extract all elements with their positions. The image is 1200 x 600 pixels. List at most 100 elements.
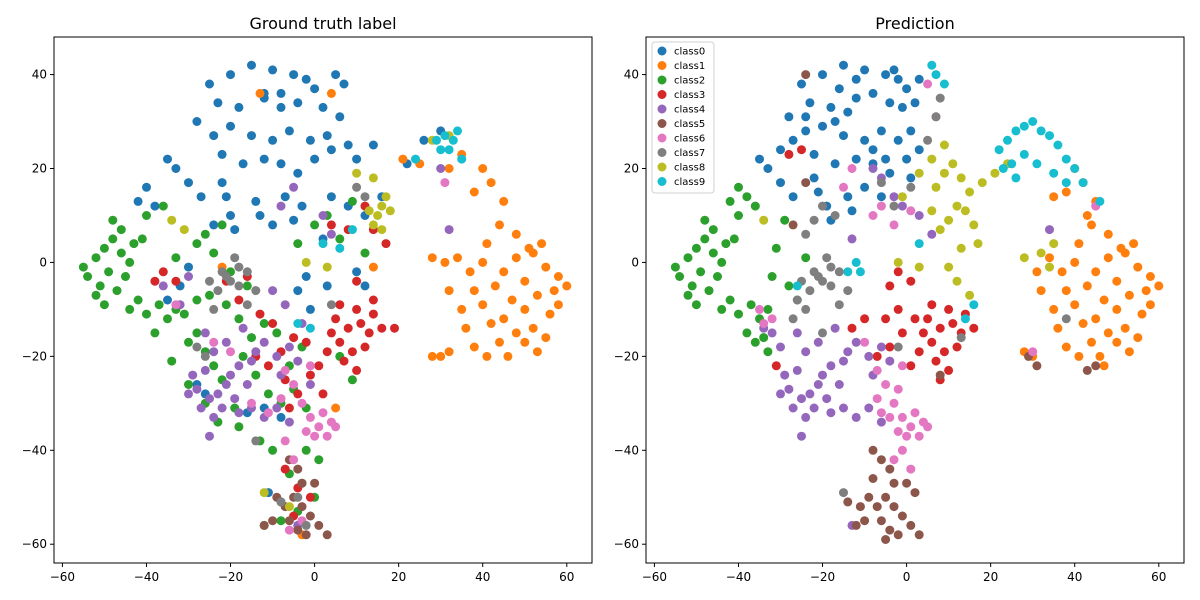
data-point [1045, 225, 1054, 235]
data-point [776, 342, 785, 352]
data-point [520, 337, 530, 347]
data-point [142, 211, 151, 220]
data-point [284, 417, 294, 427]
data-point [851, 257, 861, 267]
data-point [797, 79, 806, 89]
data-point [200, 365, 210, 375]
series-class1 [1019, 164, 1164, 371]
data-point [839, 403, 848, 413]
data-point [889, 455, 899, 465]
data-point [717, 304, 727, 314]
data-point [301, 272, 311, 281]
data-point [171, 300, 181, 310]
data-point [1112, 337, 1122, 347]
data-point [822, 394, 832, 404]
data-point [234, 281, 244, 291]
data-point [179, 309, 189, 319]
data-point [322, 262, 332, 272]
data-point [184, 337, 193, 347]
data-point [1137, 309, 1147, 319]
data-point [209, 220, 219, 230]
data-point [230, 253, 240, 263]
data-point [1099, 361, 1109, 371]
data-point [889, 398, 899, 408]
data-point [906, 276, 916, 286]
data-point [1078, 319, 1088, 328]
data-point [906, 520, 916, 530]
data-point [889, 478, 899, 488]
data-point [322, 530, 332, 540]
data-point [524, 243, 534, 253]
data-point [255, 88, 265, 98]
data-point [171, 164, 181, 173]
data-point [906, 206, 916, 216]
data-point [797, 145, 806, 155]
data-point [196, 403, 206, 413]
data-point [897, 445, 907, 455]
data-point [167, 215, 177, 225]
data-point [310, 478, 320, 488]
data-point [511, 328, 521, 338]
data-point [495, 220, 504, 230]
data-point [830, 159, 840, 169]
data-point [1028, 347, 1038, 357]
data-point [893, 74, 903, 84]
data-point [444, 225, 454, 235]
data-point [893, 135, 903, 145]
series-class5 [788, 70, 1101, 544]
data-point [499, 267, 509, 277]
data-point [234, 361, 244, 371]
data-point [268, 445, 278, 455]
data-point [368, 140, 378, 150]
data-point [301, 520, 311, 530]
data-point [314, 361, 324, 371]
data-point [767, 272, 777, 281]
plot-frame [645, 36, 1185, 564]
data-point [776, 389, 785, 399]
data-point [784, 112, 794, 122]
data-point [1078, 178, 1088, 188]
data-point [242, 267, 252, 277]
data-point [322, 281, 332, 291]
data-point [142, 182, 151, 192]
data-point [360, 342, 370, 352]
data-point [221, 300, 231, 310]
data-point [465, 267, 475, 277]
data-point [759, 215, 769, 225]
data-point [830, 211, 840, 220]
legend-marker [657, 148, 667, 157]
data-point [381, 239, 391, 249]
data-point [495, 337, 504, 347]
data-point [910, 314, 920, 324]
data-point [352, 276, 362, 286]
data-point [750, 337, 760, 347]
data-point [1070, 257, 1080, 267]
data-point [780, 370, 790, 380]
data-point [759, 333, 769, 343]
series-class0 [133, 60, 446, 530]
data-point [826, 408, 836, 418]
data-point [1074, 239, 1084, 249]
data-point [255, 309, 265, 319]
data-point [822, 253, 832, 263]
data-point [834, 84, 844, 94]
data-point [432, 135, 441, 145]
data-point [331, 422, 341, 432]
data-point [843, 267, 853, 277]
data-point [242, 300, 252, 310]
legend-marker [657, 133, 667, 143]
data-point [209, 347, 219, 357]
series-class9 [293, 126, 467, 333]
data-point [137, 234, 147, 244]
data-point [1036, 248, 1046, 258]
series-class6 [171, 178, 450, 535]
data-point [238, 159, 248, 169]
data-point [965, 187, 975, 197]
data-point [310, 220, 320, 230]
data-point [696, 267, 706, 277]
data-point [150, 328, 160, 338]
data-point [318, 102, 328, 112]
data-point [792, 295, 802, 305]
data-point [952, 276, 962, 286]
x-tick-label: 0 [311, 570, 319, 584]
